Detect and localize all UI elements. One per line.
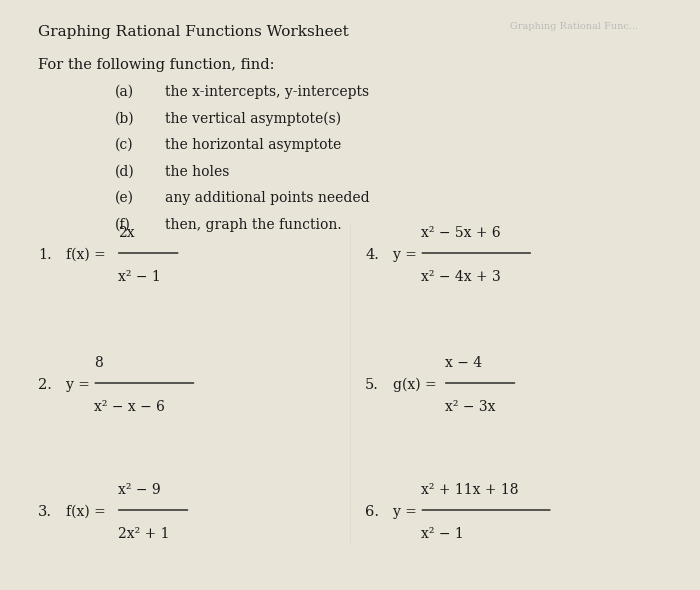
Text: 5.: 5. [365, 378, 379, 392]
Text: the holes: the holes [165, 165, 230, 179]
Text: (f): (f) [115, 218, 131, 231]
Text: the x-intercepts, y-intercepts: the x-intercepts, y-intercepts [165, 85, 369, 99]
Text: 8: 8 [94, 356, 103, 370]
Text: y =: y = [393, 505, 417, 519]
Text: (c): (c) [115, 138, 134, 152]
Text: 3.: 3. [38, 505, 52, 519]
Text: Graphing Rational Func...: Graphing Rational Func... [510, 22, 638, 31]
Text: x² − 1: x² − 1 [421, 527, 464, 541]
Text: x² + 11x + 18: x² + 11x + 18 [421, 483, 519, 497]
Text: (d): (d) [115, 165, 134, 179]
Text: Graphing Rational Functions Worksheet: Graphing Rational Functions Worksheet [38, 25, 349, 39]
Text: 2x² + 1: 2x² + 1 [118, 527, 169, 541]
Text: x − 4: x − 4 [444, 356, 482, 370]
Text: x² − 4x + 3: x² − 4x + 3 [421, 270, 501, 284]
Text: 1.: 1. [38, 248, 52, 262]
Text: any additional points needed: any additional points needed [165, 191, 370, 205]
Text: the vertical asymptote(s): the vertical asymptote(s) [165, 112, 341, 126]
Text: (e): (e) [115, 191, 134, 205]
Text: x² − 1: x² − 1 [118, 270, 160, 284]
Text: the horizontal asymptote: the horizontal asymptote [165, 138, 342, 152]
Text: 6.: 6. [365, 505, 379, 519]
Text: y =: y = [393, 248, 417, 262]
Text: x² − 5x + 6: x² − 5x + 6 [421, 226, 501, 240]
Text: y =: y = [66, 378, 90, 392]
Text: x² − 9: x² − 9 [118, 483, 160, 497]
Text: x² − x − 6: x² − x − 6 [94, 400, 165, 414]
Text: (a): (a) [115, 85, 134, 99]
Text: f(x) =: f(x) = [66, 248, 106, 262]
Text: g(x) =: g(x) = [393, 378, 437, 392]
Text: For the following function, find:: For the following function, find: [38, 58, 274, 72]
Text: x² − 3x: x² − 3x [444, 400, 496, 414]
Text: (b): (b) [115, 112, 134, 126]
Text: then, graph the function.: then, graph the function. [165, 218, 342, 231]
Text: 4.: 4. [365, 248, 379, 262]
Text: 2x: 2x [118, 226, 134, 240]
Text: 2.: 2. [38, 378, 52, 392]
Text: f(x) =: f(x) = [66, 505, 106, 519]
